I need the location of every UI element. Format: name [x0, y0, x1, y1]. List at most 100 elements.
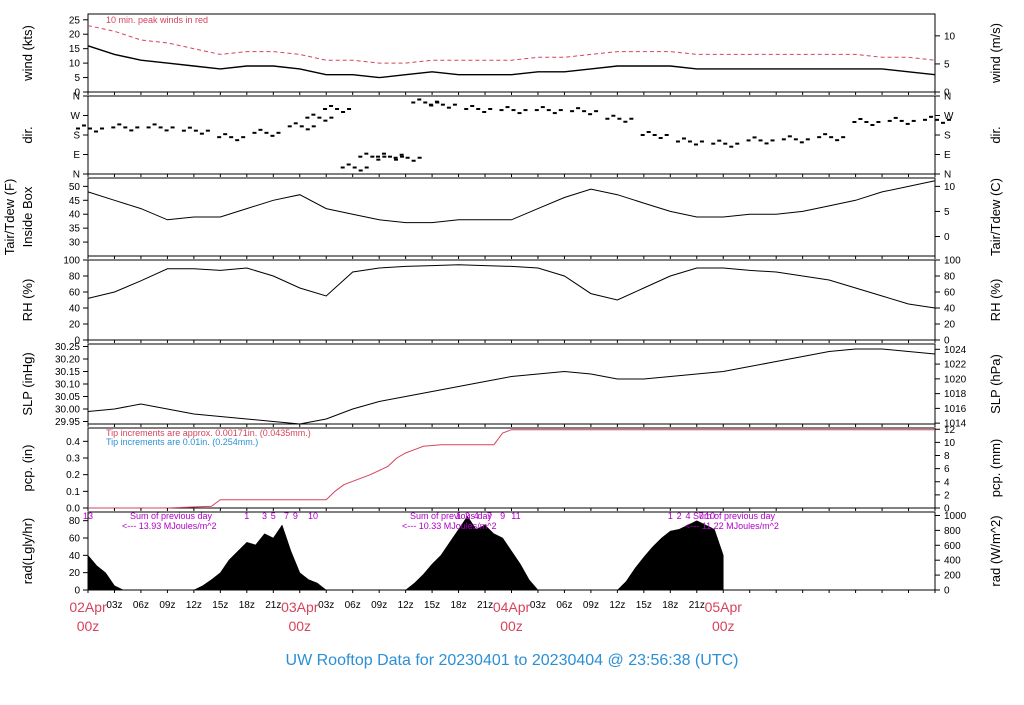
- day-label-bottom: 00z: [77, 618, 100, 634]
- hour-tick-label: 06z: [133, 600, 149, 611]
- dir-point: [135, 126, 140, 129]
- dir-point: [681, 137, 686, 140]
- rad-left-axis-label: rad(Lgly/hr): [20, 518, 35, 584]
- dir-point: [588, 113, 593, 116]
- day-label-top: 03Apr: [281, 599, 319, 615]
- dir-point: [82, 124, 86, 127]
- dir-point: [117, 123, 122, 126]
- rh-right-tick-label: 0: [944, 336, 950, 347]
- dir-point: [893, 116, 898, 119]
- slp-right-tick-label: 1022: [944, 360, 967, 371]
- dir-point: [546, 109, 551, 112]
- pcp-right-tick-label: 0: [944, 504, 950, 515]
- wind-left-tick-label: 5: [74, 73, 80, 84]
- dir-point: [817, 136, 822, 139]
- hour-tick-label: 15z: [636, 600, 652, 611]
- rh-left-tick-label: 40: [69, 304, 81, 315]
- dir-point: [617, 117, 622, 120]
- rad-left-tick-label: 40: [69, 551, 81, 562]
- temp-line: [87, 180, 936, 224]
- dir-point: [452, 103, 457, 106]
- wind-frame: [87, 13, 936, 93]
- pcp-right-tick-label: 8: [944, 451, 950, 462]
- hour-tick-label: 03z: [318, 600, 334, 611]
- dir-point: [711, 142, 716, 145]
- dir-point: [287, 125, 292, 128]
- rad-right-tick-label: 1000: [944, 511, 967, 522]
- temp-left-tick-label: 50: [69, 182, 81, 193]
- rad-hour-mark: 4: [474, 511, 479, 521]
- dir-point: [658, 137, 663, 139]
- dir-point: [94, 130, 98, 133]
- dir-point: [793, 138, 798, 141]
- dir-point: [629, 117, 634, 120]
- hour-tick-label: 12z: [186, 600, 202, 611]
- dir-point: [381, 152, 386, 155]
- hour-tick-label: 12z: [398, 600, 414, 611]
- rad-area: [87, 515, 724, 591]
- pcp-right-tick-label: 4: [944, 477, 950, 488]
- pcp-left-tick-label: 0.2: [66, 470, 80, 481]
- dir-point: [534, 109, 539, 112]
- dir-point: [340, 166, 345, 169]
- rad-hour-mark: 11: [511, 511, 520, 521]
- pcp-left-tick-label: 0.0: [66, 504, 80, 515]
- dir-point: [752, 136, 757, 139]
- dir-point: [164, 129, 169, 132]
- dir-point: [488, 108, 493, 110]
- dir-point: [799, 141, 804, 144]
- rh-right-tick-label: 80: [944, 272, 956, 283]
- dir-point: [652, 134, 657, 136]
- dir-point: [317, 116, 322, 119]
- dir-point: [376, 158, 381, 161]
- pcp-right-tick-label: 12: [944, 425, 956, 436]
- slp-right-axis-label: SLP (hPa): [988, 354, 1003, 414]
- rh-right-axis-label: RH (%): [988, 279, 1003, 322]
- dir-point: [470, 105, 475, 107]
- dir-point: [423, 101, 428, 104]
- dir-point: [823, 133, 828, 136]
- dir-point: [717, 139, 722, 142]
- dir-point: [446, 106, 451, 109]
- dir-point: [311, 113, 316, 116]
- dir-left-tick-label: E: [73, 150, 80, 161]
- dir-point: [558, 109, 563, 112]
- wind-left-tick-label: 0: [74, 88, 80, 99]
- rad-hour-mark: 1: [244, 511, 249, 521]
- dir-point: [311, 125, 316, 128]
- hour-tick-label: 15z: [212, 600, 228, 611]
- hour-tick-label: 12z: [609, 600, 625, 611]
- dir-point: [375, 155, 380, 158]
- dir-right-tick-label: N: [944, 170, 951, 181]
- dir-left-tick-label: S: [73, 131, 80, 142]
- dir-point: [675, 140, 680, 143]
- dir-point: [646, 131, 651, 133]
- dir-point: [693, 143, 698, 146]
- dir-point: [358, 155, 363, 158]
- dir-point: [399, 153, 404, 156]
- dir-right-tick-label: N: [944, 92, 951, 103]
- dir-point: [887, 119, 892, 122]
- pcp-line: [88, 429, 935, 509]
- temp-left-tick-label: 35: [69, 224, 81, 235]
- dir-point: [582, 110, 587, 113]
- dir-point: [941, 121, 945, 124]
- rad-hour-mark: 9: [500, 511, 505, 521]
- dir-point: [576, 107, 581, 110]
- hour-tick-label: 03z: [530, 600, 546, 611]
- rh-left-tick-label: 20: [69, 320, 81, 331]
- dir-point: [417, 98, 422, 101]
- dir-point: [699, 140, 704, 143]
- dir-point: [947, 118, 951, 121]
- rad-sum-title: Sum of previous day: [130, 511, 213, 521]
- dir-point: [611, 114, 616, 117]
- wind-peak-line: [87, 25, 936, 64]
- dir-point: [781, 138, 786, 141]
- temp-left-tick-label: 45: [69, 196, 81, 207]
- rad-hour-mark: 1: [456, 511, 461, 521]
- rh-right-tick-label: 100: [944, 256, 961, 267]
- dir-point: [505, 106, 510, 109]
- rad-hour-mark: 3: [262, 511, 267, 521]
- dir-left-tick-label: W: [71, 111, 81, 122]
